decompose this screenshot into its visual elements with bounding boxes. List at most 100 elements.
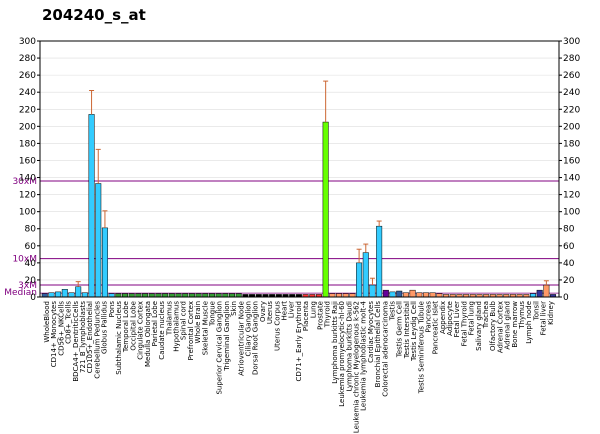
- x-axis-label: Skeletal Muscle: [201, 301, 209, 355]
- x-axis-label: Leukemia chronic Myelogenous k-562: [352, 301, 360, 433]
- bar: [222, 293, 229, 298]
- y-axis-right: 0 20 40 60 80 100 120 140 160 180 200 220 240 260 280 3…: [559, 37, 580, 303]
- y-tick-label-right: 80: [563, 225, 575, 235]
- bar: [55, 291, 62, 298]
- y-tick-label-left: 140: [19, 174, 36, 184]
- y-tick-label-right: 120: [563, 191, 580, 201]
- y-tick-label-right: 300: [563, 37, 580, 47]
- x-axis-label: Testis Germ Cell: [396, 301, 404, 358]
- x-axis-label: Pancreatic Islet: [432, 301, 440, 355]
- x-axis-label: Adrenal Cortex: [496, 301, 504, 353]
- bar: [422, 292, 429, 298]
- y-tick-label-left: 120: [19, 191, 36, 201]
- x-axis-label: Lung: [309, 301, 317, 318]
- x-axis-label: Colorectal adenocarcinoma: [381, 301, 389, 397]
- y-tick-label-right: 240: [563, 88, 580, 98]
- bar: [543, 284, 550, 298]
- bar: [68, 292, 75, 298]
- bar: [382, 289, 389, 298]
- bar: [235, 293, 242, 298]
- x-axis-label: Tonsil: [532, 301, 540, 321]
- bar: [115, 293, 122, 298]
- x-axis-label: CD8+_Tcells: [65, 301, 73, 344]
- y-tick-label-right: 180: [563, 139, 580, 149]
- x-axis-label: Leukemia promyelocytic-hl-60: [338, 301, 346, 407]
- x-axis-label: Spinal cord: [180, 301, 188, 340]
- y-tick-label-left: 160: [19, 156, 36, 166]
- y-tick-label-right: 140: [563, 174, 580, 184]
- x-axis-label: Pons: [108, 301, 116, 318]
- bar: [402, 292, 409, 298]
- x-axis-label: Testis: [388, 301, 396, 322]
- x-axis-label: Liver: [288, 301, 296, 318]
- bar: [409, 289, 416, 298]
- x-axis-label: Fetal liver: [540, 301, 548, 335]
- y-tick-label-left: 220: [19, 105, 36, 115]
- bar: [429, 292, 436, 298]
- y-tick-label-right: 60: [563, 242, 575, 252]
- x-axis-label: Adipocyte: [446, 301, 454, 336]
- x-axis-label: Fetal Thyroid: [460, 301, 468, 346]
- y-tick-label-right: 160: [563, 156, 580, 166]
- x-axis-label: Dorsal Root Ganglion: [252, 301, 260, 375]
- x-axis-label: Superior Cervical Ganglion: [216, 301, 224, 395]
- y-tick-label-left: 100: [19, 208, 36, 218]
- x-axis-label: Salivary gland: [475, 301, 483, 351]
- x-axis-label: Medulla Oblongata: [144, 301, 152, 367]
- y-tick-label-left: 200: [19, 122, 36, 132]
- x-axis-label: Lymphoma burkitts Daudi: [345, 301, 353, 391]
- x-axis-label: CD14+_Monocytes: [50, 301, 58, 368]
- x-axis-label: Temporal Lobe: [122, 301, 130, 353]
- x-axis-label: Cerebellum Peduncles: [93, 301, 101, 379]
- x-axis-label: CD56+_NKCells: [57, 301, 65, 356]
- x-axis-label: Uterus Corpus: [273, 301, 281, 351]
- y-tick-label-right: 20: [563, 276, 575, 286]
- y-tick-label-left: 300: [19, 37, 36, 47]
- bar: [536, 289, 543, 298]
- x-axis-label: Lymphoma burkitts Raji: [331, 301, 339, 384]
- bar: [142, 293, 149, 298]
- x-axis-label: Testis Seminiferous Tubule: [417, 301, 425, 394]
- y-tick-label-right: 100: [563, 208, 580, 218]
- bar: [416, 292, 423, 298]
- ref-line-label: Median: [4, 288, 37, 298]
- bar: [329, 293, 336, 298]
- y-tick-label-right: 0: [563, 293, 569, 303]
- x-axis-label: Tongue: [209, 301, 217, 327]
- bar: [122, 293, 128, 298]
- x-axis-label: Whole Brain: [194, 301, 202, 343]
- ref-line-label: 3xM: [18, 281, 37, 291]
- x-axis-label: Lymph node: [525, 301, 533, 344]
- x-axis-label: Atrioventricular Node: [237, 301, 245, 376]
- y-tick-label-right: 280: [563, 54, 580, 64]
- plot-frame: [39, 40, 560, 298]
- y-tick-label-left: 0: [30, 293, 36, 303]
- y-tick-label-left: 280: [19, 54, 36, 64]
- x-axis-label: Subthalamic Nucleus: [115, 301, 123, 375]
- bar: [162, 293, 169, 298]
- bar: [362, 252, 369, 298]
- y-tick-label-left: 60: [25, 242, 37, 252]
- bar: [75, 286, 82, 298]
- x-axis-label: Trigeminal Ganglion: [223, 301, 231, 372]
- x-axis-label: Appendix: [439, 301, 447, 334]
- x-axis-label: Testis Leydig Cell: [410, 301, 418, 362]
- x-axis-label: Bronchial Epithelial Cells: [374, 301, 382, 388]
- y-tick-label-right: 40: [563, 259, 575, 269]
- bar: [81, 292, 88, 298]
- x-axis-label: WholeBlood: [43, 301, 51, 343]
- x-axis-label: Heart: [281, 301, 289, 321]
- x-axis-label: Leukemia lymphoblastic molt-4: [360, 300, 368, 410]
- bar: [61, 289, 68, 298]
- x-axis-label: Ovary: [259, 301, 267, 322]
- x-axis-label: Cardiac Myocytes: [367, 301, 375, 363]
- x-axis-label: Olfactory Bulb: [489, 300, 497, 351]
- bar: [529, 293, 536, 298]
- y-axis-left: 0 20 40 60 80 100 120 140 160 180 200 220 240 260 280 3…: [19, 37, 40, 303]
- y-tick-label-right: 200: [563, 122, 580, 132]
- bar: [322, 121, 329, 298]
- x-axis-label: CD105+_Endothelial: [86, 301, 94, 373]
- x-axis-label: Skin: [230, 301, 238, 316]
- y-tick-label-left: 180: [19, 139, 36, 149]
